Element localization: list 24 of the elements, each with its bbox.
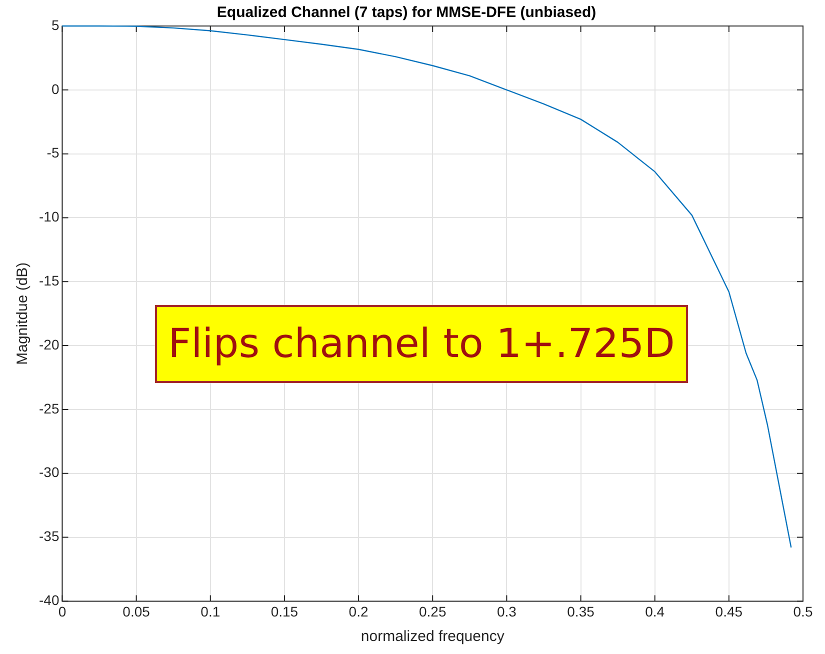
annotation: Flips channel to 1+.725D bbox=[155, 305, 688, 383]
y-tick-label: -30 bbox=[39, 464, 60, 480]
x-tick-label: 0.4 bbox=[645, 603, 665, 620]
x-tick-label: 0.3 bbox=[496, 603, 517, 620]
x-tick-label: 0.2 bbox=[348, 603, 368, 620]
y-tick-label: -25 bbox=[39, 400, 60, 416]
y-tick-label: -35 bbox=[39, 528, 60, 544]
x-tick-label: 0.5 bbox=[793, 603, 813, 620]
x-tick-label: 0.15 bbox=[270, 603, 298, 620]
y-tick-label: -5 bbox=[46, 144, 60, 161]
y-tick-label: 5 bbox=[51, 16, 60, 33]
y-tick-label: -40 bbox=[39, 592, 60, 608]
y-tick-label: -15 bbox=[39, 272, 60, 289]
x-tick-label: 0.05 bbox=[122, 603, 150, 620]
x-axis-title: normalized frequency bbox=[360, 628, 505, 646]
chart-title: Equalized Channel (7 taps) for MMSE-DFE (unbiased) bbox=[216, 4, 596, 22]
x-tick-label: 0.45 bbox=[715, 603, 743, 620]
x-tick-label: 0.1 bbox=[200, 603, 220, 620]
x-tick-label: 0.35 bbox=[567, 603, 595, 620]
y-axis-title: Magnitdue (dB) bbox=[14, 262, 32, 365]
x-tick-label: 0.25 bbox=[418, 603, 446, 620]
y-tick-label: 0 bbox=[51, 80, 60, 97]
y-tick-label: -10 bbox=[39, 208, 60, 225]
y-tick-label: -20 bbox=[39, 336, 60, 352]
